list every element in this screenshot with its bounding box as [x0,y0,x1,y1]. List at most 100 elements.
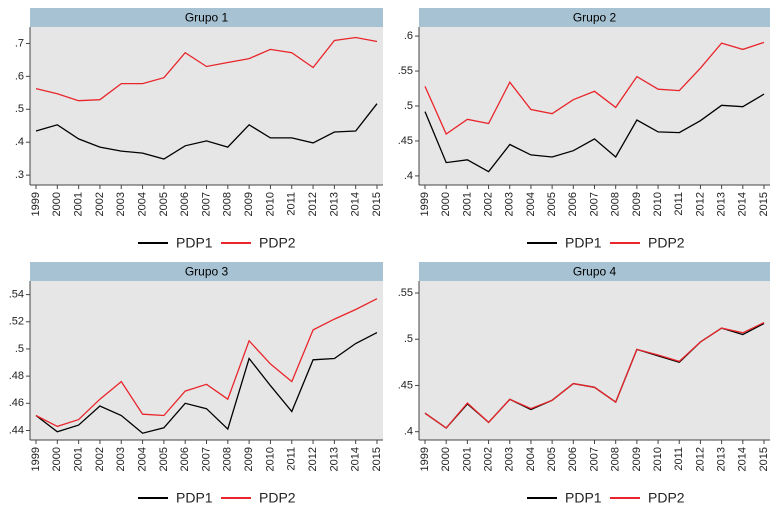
x-tick-label: 2009 [631,192,643,216]
legend-label: PDP2 [648,235,685,251]
x-tick-label: 2010 [652,192,664,216]
x-tick-label: 2011 [286,447,298,471]
x-tick-label: 2013 [328,192,340,216]
x-tick-label: 1999 [30,447,42,471]
x-tick-label: 2013 [716,192,728,216]
x-tick-label: 2001 [461,447,473,471]
x-tick-label: 2008 [222,192,234,216]
x-tick-label: 2014 [737,192,749,216]
x-tick-label: 2009 [243,192,255,216]
y-tick-label: .54 [9,288,24,300]
panel-header [30,8,383,27]
x-tick-label: 2015 [758,447,770,471]
panel-header [419,262,770,281]
legend-label: PDP1 [565,235,602,251]
x-tick-label: 2013 [716,447,728,471]
x-tick-label: 2013 [328,447,340,471]
x-tick-label: 2012 [307,447,319,471]
plot-area [419,281,770,440]
x-tick-label: 2005 [158,192,170,216]
x-tick-label: 2012 [307,192,319,216]
x-tick-label: 2014 [350,447,362,471]
panel-header [419,8,770,27]
x-tick-label: 2006 [179,192,191,216]
y-tick-label: .55 [398,287,413,299]
y-tick-label: .4 [15,136,24,148]
panel-title: Grupo 4 [573,265,617,279]
series-line [35,298,378,428]
x-tick-label: 2009 [631,447,643,471]
x-tick-label: 2004 [525,192,537,216]
x-tick-label: 2004 [136,447,148,471]
y-tick-label: .45 [398,379,413,391]
y-tick-label: .4 [404,170,413,182]
legend-label: PDP1 [176,235,213,251]
x-tick-label: 2005 [546,192,558,216]
x-tick-label: 2015 [371,192,383,216]
panel-title: Grupo 1 [185,11,229,25]
x-tick-label: 2002 [482,447,494,471]
x-tick-label: 2000 [440,192,452,216]
y-tick-label: .45 [398,135,413,147]
panel-header [30,262,383,281]
x-tick-label: 2002 [94,192,106,216]
series-line [35,103,378,160]
x-tick-label: 1999 [30,192,42,216]
x-tick-label: 2002 [482,192,494,216]
legend-label: PDP2 [259,235,296,251]
x-tick-label: 1999 [419,447,431,471]
y-tick-label: .5 [15,343,24,355]
y-tick-label: .4 [404,426,413,438]
x-tick-label: 2008 [610,192,622,216]
x-tick-label: 2000 [51,447,63,471]
y-tick-label: .3 [15,169,24,181]
x-tick-label: 2010 [264,447,276,471]
x-tick-label: 1999 [419,192,431,216]
x-tick-label: 2000 [440,447,452,471]
x-tick-label: 2003 [115,447,127,471]
x-tick-label: 2003 [504,192,516,216]
x-tick-label: 2008 [222,447,234,471]
legend-label: PDP2 [648,490,685,506]
x-tick-label: 2004 [136,192,148,216]
x-tick-label: 2000 [51,192,63,216]
x-tick-label: 2005 [158,447,170,471]
x-tick-label: 2010 [264,192,276,216]
x-tick-label: 2014 [737,447,749,471]
x-tick-label: 2007 [200,192,212,216]
series-line [35,36,378,102]
series-line [424,93,765,173]
x-tick-label: 2006 [179,447,191,471]
series-line [424,41,765,135]
y-tick-label: .6 [404,30,413,42]
y-tick-label: .52 [9,316,24,328]
y-tick-label: .5 [404,100,413,112]
x-tick-label: 2007 [588,447,600,471]
x-tick-label: 2011 [673,192,685,216]
x-tick-label: 2005 [546,447,558,471]
y-tick-label: .55 [398,65,413,77]
x-tick-label: 2011 [673,447,685,471]
legend-label: PDP1 [176,490,213,506]
panel-title: Grupo 3 [185,265,229,279]
x-tick-label: 2003 [504,447,516,471]
x-tick-label: 2007 [200,447,212,471]
y-tick-label: .7 [15,37,24,49]
x-tick-label: 2015 [371,447,383,471]
series-line [35,332,378,434]
plot-area [419,27,770,185]
y-tick-label: .5 [15,103,24,115]
y-tick-label: .6 [15,70,24,82]
x-tick-label: 2001 [73,447,85,471]
x-tick-label: 2008 [610,447,622,471]
y-tick-label: .46 [9,397,24,409]
legend-label: PDP2 [259,490,296,506]
panel-title: Grupo 2 [573,11,617,25]
x-tick-label: 2004 [525,447,537,471]
y-tick-label: .5 [404,333,413,345]
x-tick-label: 2009 [243,447,255,471]
series-line [424,322,765,429]
x-tick-label: 2011 [286,192,298,216]
x-tick-label: 2010 [652,447,664,471]
x-tick-label: 2012 [694,447,706,471]
